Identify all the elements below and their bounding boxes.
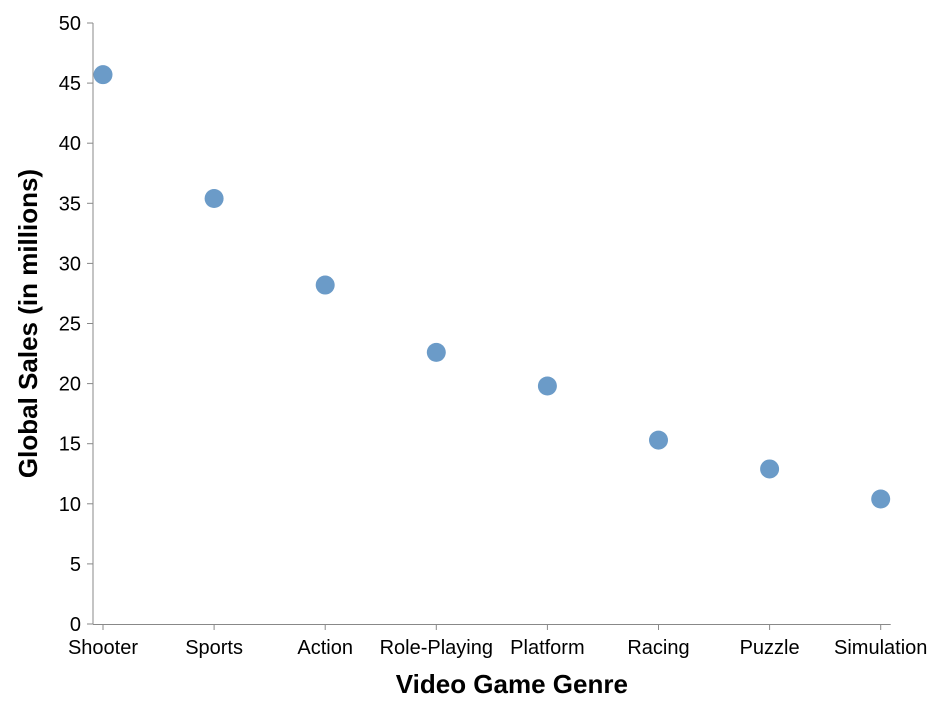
y-axis-title: Global Sales (in millions) — [13, 169, 43, 478]
data-point-simulation[interactable] — [871, 489, 891, 509]
y-tick-label: 10 — [59, 494, 81, 516]
y-tick-label: 35 — [59, 193, 81, 215]
y-tick-label: 0 — [70, 614, 81, 636]
x-tick-label: Role-Playing — [380, 637, 493, 659]
x-tick-label: Sports — [185, 637, 243, 659]
y-tick-label: 25 — [59, 314, 81, 336]
data-point-platform[interactable] — [537, 376, 557, 396]
data-point-role-playing[interactable] — [426, 342, 446, 362]
x-tick-label: Shooter — [68, 637, 138, 659]
x-tick-label: Simulation — [834, 637, 927, 659]
data-point-action[interactable] — [315, 275, 335, 295]
data-point-sports[interactable] — [204, 188, 224, 208]
x-tick-label: Platform — [510, 637, 584, 659]
x-tick-label: Action — [297, 637, 353, 659]
x-tick-label: Racing — [627, 637, 689, 659]
y-tick-label: 50 — [59, 13, 81, 35]
data-point-puzzle[interactable] — [760, 459, 780, 479]
y-tick-label: 20 — [59, 374, 81, 396]
y-tick-label: 15 — [59, 434, 81, 456]
data-point-racing[interactable] — [649, 430, 668, 450]
data-point-shooter[interactable] — [93, 65, 113, 85]
y-tick-label: 30 — [59, 253, 81, 275]
y-axis: 0 5 10 15 20 25 30 35 40 45 50 — [59, 13, 94, 636]
y-tick-label: 45 — [59, 73, 81, 95]
y-tick-label: 40 — [59, 133, 81, 155]
x-axis: Shooter Sports Action Role-Playing Platform R… — [68, 624, 927, 659]
data-points — [93, 65, 891, 509]
x-tick-label: Puzzle — [740, 637, 800, 659]
x-axis-title: Video Game Genre — [396, 669, 628, 699]
y-tick-label: 5 — [70, 554, 81, 576]
